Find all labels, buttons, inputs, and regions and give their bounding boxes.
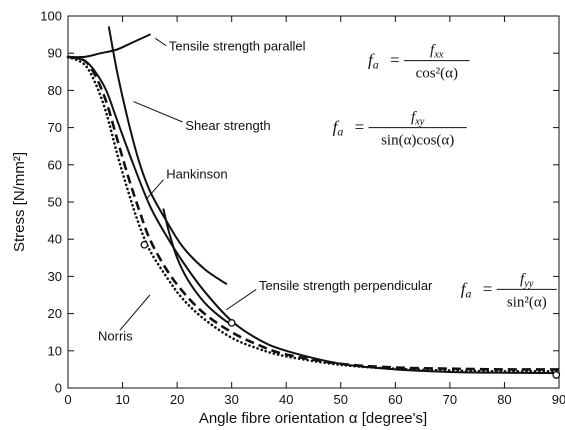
y-tick-label: 80	[48, 83, 62, 98]
y-tick-label: 30	[48, 269, 62, 284]
tick-labels: 0 10 20 30 40 50 60 70 80 90 0 10 20 30 40 50 60 70 80 90 10…	[40, 9, 565, 408]
leader-line-shear	[133, 101, 183, 123]
formulas-layer: fa = fxx cos²(α) fa = fxy sin(α)cos(α) fa = fyy sin…	[333, 43, 557, 310]
leader-line-tensile_perpendicular	[225, 289, 257, 311]
markers-layer	[140, 240, 561, 379]
formula-equals: =	[355, 118, 365, 137]
series-layer	[66, 26, 561, 375]
x-tick-label: 60	[388, 392, 402, 407]
x-tick-label: 0	[64, 392, 71, 407]
series-tensile-strength-parallel	[67, 33, 151, 59]
y-tick-label: 100	[40, 9, 62, 24]
series-curve-4	[67, 55, 560, 371]
annotation-norris: Norris	[98, 328, 133, 343]
leader-line-tensile_parallel	[155, 37, 167, 47]
annotation-hankinson: Hankinson	[166, 167, 227, 182]
formula-f1: fa = fxx cos²(α)	[368, 43, 470, 82]
formula-equals: =	[483, 279, 493, 298]
x-axis-title: Angle fibre orientation α [degree's]	[199, 410, 427, 427]
x-tick-label: 20	[170, 392, 184, 407]
formula-lhs: fa	[333, 118, 344, 139]
annotation-tensile_perpendicular: Tensile strength perpendicular	[259, 278, 433, 293]
formula-denominator: cos²(α)	[416, 66, 458, 82]
formula-equals: =	[390, 51, 400, 70]
y-tick-label: 90	[48, 46, 62, 61]
x-tick-label: 40	[279, 392, 293, 407]
formula-denominator: sin²(α)	[507, 294, 547, 310]
series-shear-strength	[107, 26, 228, 285]
series-norris	[66, 55, 561, 373]
y-tick-label: 20	[48, 306, 62, 321]
annotations-layer: Tensile strength parallel Shear strength H…	[98, 37, 433, 343]
formula-denominator: sin(α)cos(α)	[381, 133, 454, 149]
x-tick-label: 50	[334, 392, 348, 407]
x-tick-label: 10	[115, 392, 129, 407]
x-tick-label: 30	[224, 392, 238, 407]
y-tick-label: 70	[48, 120, 62, 135]
y-tick-label: 0	[55, 381, 62, 396]
y-tick-label: 50	[48, 195, 62, 210]
data-marker	[140, 240, 149, 249]
formula-numerator: fxy	[411, 110, 425, 128]
y-tick-label: 10	[48, 343, 62, 358]
x-tick-label: 90	[552, 392, 565, 407]
series-hankinson	[67, 55, 560, 375]
annotation-shear: Shear strength	[185, 118, 270, 133]
formula-lhs: fa	[368, 51, 379, 72]
data-marker	[227, 319, 236, 327]
y-axis-title: Stress [N/mm²]	[11, 152, 28, 252]
data-marker	[552, 371, 561, 379]
x-tick-label: 80	[497, 392, 511, 407]
formula-f2: fa = fxy sin(α)cos(α)	[333, 110, 467, 149]
formula-lhs: fa	[461, 279, 472, 300]
leader-line-norris	[119, 294, 151, 331]
y-tick-label: 40	[48, 232, 62, 247]
formula-f3: fa = fyy sin²(α)	[461, 271, 557, 310]
leader-line-hankinson	[146, 179, 164, 199]
ticks	[67, 15, 560, 389]
plot-frame	[67, 15, 560, 389]
formula-numerator: fyy	[520, 271, 534, 289]
formula-numerator: fxx	[430, 43, 444, 61]
series-tensile-strength-perpendicular	[162, 208, 233, 326]
x-tick-label: 70	[443, 392, 457, 407]
annotation-tensile_parallel: Tensile strength parallel	[169, 38, 306, 53]
y-tick-label: 60	[48, 157, 62, 172]
